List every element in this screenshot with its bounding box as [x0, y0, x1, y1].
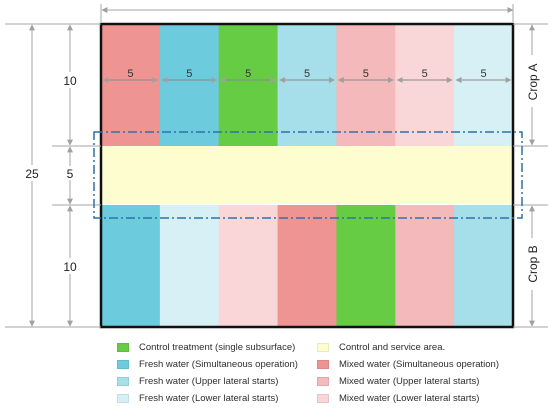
service-area-dashed-outline	[93, 131, 523, 219]
legend-label: Mixed water (Upper lateral starts)	[339, 375, 480, 387]
crop-a-strip-4	[277, 24, 337, 146]
crop-b-height-label: 10	[63, 260, 77, 274]
crop-a-height-label: 10	[63, 74, 77, 88]
column-width-label-4: 5	[304, 68, 310, 80]
crop-b-strip-6	[395, 205, 455, 327]
legend-swatch	[317, 342, 329, 352]
legend-swatch	[117, 342, 129, 352]
legend-item-mixed-simultaneous: Mixed water (Simultaneous operation)	[317, 358, 499, 370]
column-width-label-2: 5	[186, 68, 192, 80]
legend-label: Control treatment (single subsurface)	[139, 341, 296, 353]
crop-a-strip-5	[336, 24, 396, 146]
legend-label: Fresh water (Simultaneous operation)	[139, 358, 298, 370]
column-width-label-1: 5	[127, 68, 133, 80]
crop-b-label: Crop B	[526, 245, 540, 282]
column-width-label-3: 5	[245, 68, 251, 80]
legend-swatch	[117, 359, 129, 369]
legend-item-fresh-simultaneous: Fresh water (Simultaneous operation)	[117, 358, 298, 370]
legend-item-fresh-upper: Fresh water (Upper lateral starts)	[117, 375, 278, 387]
service-height-label: 5	[67, 167, 74, 181]
plot-border	[99, 22, 515, 329]
crop-a-strip-6	[395, 24, 455, 146]
column-width-label-6: 5	[422, 68, 428, 80]
legend-item-fresh-lower: Fresh water (Lower lateral starts)	[117, 392, 278, 404]
crop-b-strip-7	[454, 205, 514, 327]
legend-swatch	[317, 376, 329, 386]
column-width-label-7: 5	[481, 68, 487, 80]
crop-a-strip-3	[218, 24, 279, 146]
legend-item-mixed-upper: Mixed water (Upper lateral starts)	[317, 375, 479, 387]
column-width-label-5: 5	[363, 68, 369, 80]
legend-swatch	[317, 359, 329, 369]
service-area	[101, 146, 513, 204]
crop-b-strips	[101, 205, 514, 327]
legend-label: Fresh water (Upper lateral starts)	[139, 375, 279, 387]
crop-b-strip-2	[159, 205, 220, 327]
legend-label: Mixed water (Lower lateral starts)	[339, 392, 480, 404]
crop-a-strip-7	[454, 24, 514, 146]
crop-a-label: Crop A	[526, 64, 540, 101]
crop-b-strip-3	[218, 205, 279, 327]
crop-a-strips	[101, 24, 514, 146]
legend-item-control-treatment: Control treatment (single subsurface)	[117, 341, 295, 353]
legend-label: Control and service area.	[339, 341, 446, 353]
legend-swatch	[317, 393, 329, 403]
crop-b-strip-5	[336, 205, 396, 327]
legend-label: Mixed water (Simultaneous operation)	[339, 358, 499, 370]
crop-a-strip-2	[159, 24, 220, 146]
column-width-dimensions: 5 5 5 5 5 5 5	[102, 68, 512, 83]
crop-b-strip-1	[101, 205, 161, 327]
legend-swatch	[117, 376, 129, 386]
crop-a-strip-1	[101, 24, 161, 146]
legend-label: Fresh water (Lower lateral starts)	[139, 392, 279, 404]
legend-swatch	[117, 393, 129, 403]
crop-b-strip-4	[277, 205, 337, 327]
legend-item-service-area: Control and service area.	[317, 341, 445, 353]
total-height-label: 25	[25, 167, 39, 181]
legend-item-mixed-lower: Mixed water (Lower lateral starts)	[317, 392, 479, 404]
